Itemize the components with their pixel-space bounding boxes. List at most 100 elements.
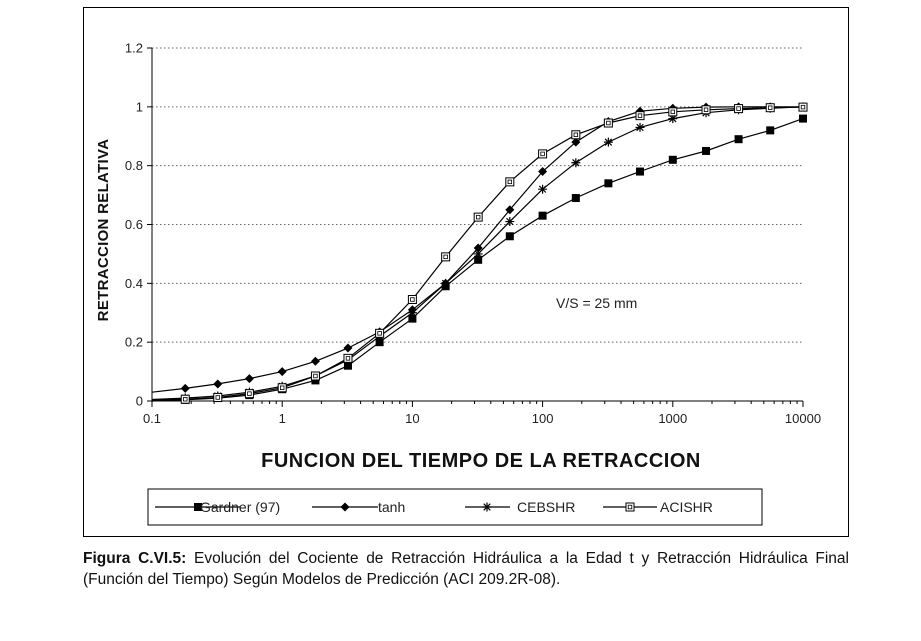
axes: 0 0.2 0.4 0.6 0.8 1 1.2 0.1 1 10 100 1000 10000 — [125, 41, 821, 427]
y-tick-label: 0.2 — [125, 335, 143, 350]
point-acishr — [798, 102, 808, 112]
point-acishr-inner — [410, 297, 415, 302]
point-acishr-inner — [279, 385, 285, 390]
point-acishr-inner — [768, 105, 773, 110]
point-acishr-inner — [670, 109, 675, 115]
point-acishr-inner — [800, 104, 806, 110]
point-tanh — [213, 379, 223, 389]
point-acishr-inner — [703, 107, 709, 112]
x-axis-label: FUNCION DEL TIEMPO DE LA RETRACCION — [261, 450, 701, 472]
caption-text: Evolución del Cociente de Retracción Hid… — [83, 550, 849, 588]
point-gardner — [734, 135, 743, 144]
point-acishr — [734, 104, 744, 114]
point-acishr-inner — [540, 151, 545, 157]
point-acishr-inner — [573, 132, 579, 137]
point-cebshr — [407, 308, 417, 318]
legend-label-cebshr: CEBSHR — [517, 499, 575, 515]
point-acishr — [310, 371, 320, 381]
point-gardner — [343, 361, 352, 370]
point-gardner — [702, 146, 711, 155]
y-tick-label: 1.2 — [125, 41, 143, 56]
point-acishr — [668, 107, 678, 117]
y-tick-label: 1 — [136, 99, 143, 114]
y-axis-label: RETRACCION RELATIVA — [95, 139, 112, 322]
point-gardner — [474, 255, 483, 264]
figure-caption: Figura C.VI.5: Evolución del Cociente de… — [83, 548, 849, 590]
point-acishr-inner — [443, 254, 448, 260]
point-acishr-inner — [507, 179, 513, 185]
point-gardner — [375, 338, 384, 347]
point-tanh — [343, 343, 353, 353]
point-acishr — [407, 295, 417, 305]
x-tick-label: 10000 — [785, 411, 821, 426]
x-tick-label: 1000 — [658, 411, 687, 426]
point-tanh — [244, 374, 254, 384]
legend-marker-gardner — [194, 503, 202, 511]
point-acishr — [603, 118, 613, 128]
point-gardner — [538, 211, 547, 220]
legend-marker-tanh — [340, 502, 350, 512]
point-cebshr — [538, 184, 548, 194]
point-acishr-inner — [637, 113, 643, 118]
point-tanh — [310, 356, 320, 366]
point-gardner — [636, 167, 645, 176]
caption-label: Figura C.VI.5: — [83, 550, 187, 567]
point-cebshr — [473, 249, 483, 259]
point-tanh — [473, 243, 483, 253]
series-acishr — [151, 102, 808, 404]
point-acishr — [473, 212, 483, 222]
point-acishr-inner — [345, 356, 351, 361]
grid-lines — [152, 47, 803, 343]
point-acishr — [375, 328, 385, 338]
shrinkage-ratio-chart: 0 0.2 0.4 0.6 0.8 1 1.2 0.1 1 10 100 1000 10000 V/S … — [95, 41, 821, 526]
point-acishr — [701, 105, 711, 115]
x-tick-label: 1 — [279, 411, 286, 426]
legend-label-acishr: ACISHR — [660, 499, 713, 515]
point-acishr — [213, 392, 223, 402]
point-cebshr — [441, 278, 451, 288]
legend-marker-acishr-inner — [627, 504, 633, 510]
figure-frame — [83, 7, 849, 537]
point-tanh — [277, 367, 287, 377]
point-acishr-inner — [313, 373, 318, 379]
point-acishr-inner — [606, 120, 611, 126]
point-acishr-inner — [215, 395, 220, 400]
x-tick-label: 100 — [532, 411, 554, 426]
legend-marker-cebshr — [482, 502, 492, 512]
x-tick-label: 10 — [405, 411, 419, 426]
point-cebshr — [635, 122, 645, 132]
y-tick-label: 0.8 — [125, 158, 143, 173]
point-acishr — [571, 130, 581, 140]
y-tick-label: 0 — [136, 394, 143, 409]
legend-label-tanh: tanh — [378, 499, 405, 515]
point-cebshr — [668, 114, 678, 124]
point-acishr-inner — [475, 214, 481, 220]
point-acishr — [538, 149, 548, 159]
point-acishr-inner — [377, 331, 382, 336]
series-layer — [151, 102, 808, 404]
point-acishr — [765, 103, 775, 113]
x-tick-label: 0.1 — [143, 411, 161, 426]
point-acishr — [277, 383, 287, 393]
point-gardner — [766, 126, 775, 135]
legend-item-tanh: tanh — [312, 499, 405, 515]
point-gardner — [505, 232, 514, 241]
legend: Gardner (97) tanh CEBSHR ACISHR — [155, 499, 713, 515]
point-gardner — [799, 114, 807, 123]
point-acishr-inner — [183, 397, 188, 402]
legend-item-gardner: Gardner (97) — [155, 499, 280, 515]
point-acishr — [505, 177, 515, 187]
legend-box — [147, 488, 763, 526]
point-gardner — [571, 194, 580, 203]
point-tanh — [180, 383, 190, 393]
point-acishr — [441, 252, 451, 262]
point-tanh — [538, 167, 548, 177]
point-tanh — [571, 137, 581, 147]
point-gardner — [604, 179, 613, 188]
point-acishr-inner — [736, 106, 741, 111]
series-tanh — [151, 102, 808, 393]
point-gardner — [408, 314, 417, 323]
point-acishr — [635, 111, 645, 121]
point-acishr — [343, 353, 353, 363]
point-cebshr — [505, 217, 515, 227]
